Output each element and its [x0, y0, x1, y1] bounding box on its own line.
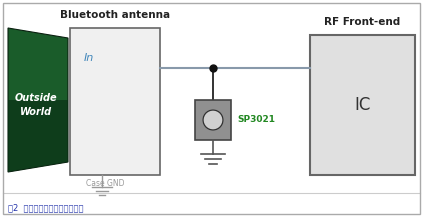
Text: IC: IC — [354, 96, 371, 114]
Circle shape — [203, 110, 223, 130]
Text: Bluetooth antenna: Bluetooth antenna — [60, 10, 170, 20]
Text: Case GND: Case GND — [86, 179, 124, 188]
Polygon shape — [8, 100, 68, 172]
Bar — [310, 35, 415, 175]
Text: Outside
World: Outside World — [15, 93, 57, 117]
Text: In: In — [84, 53, 94, 63]
Bar — [70, 28, 160, 175]
Text: 图2  蓝牙天线和射频前端的保护: 图2 蓝牙天线和射频前端的保护 — [8, 204, 83, 212]
Text: SP3021: SP3021 — [237, 115, 275, 125]
Bar — [195, 100, 231, 140]
Text: RF Front-end: RF Front-end — [324, 17, 401, 27]
Polygon shape — [8, 28, 68, 172]
